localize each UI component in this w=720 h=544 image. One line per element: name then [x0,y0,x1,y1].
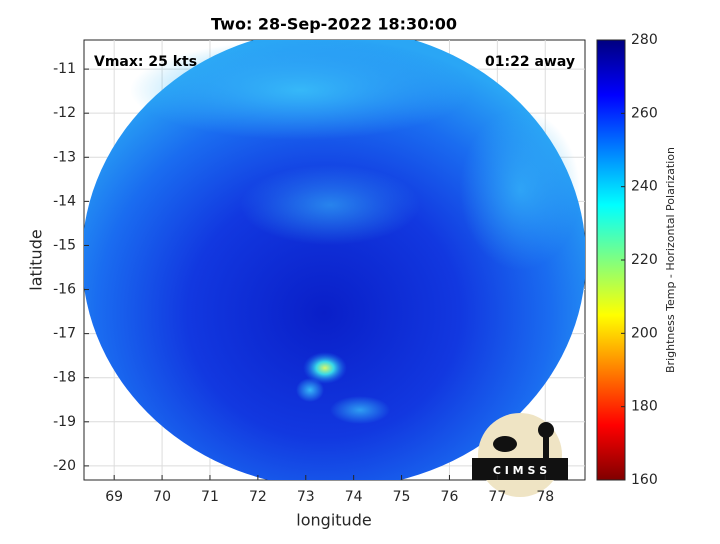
y-tick-label: -17 [53,326,76,342]
y-axis-label: latitude [27,229,46,290]
colorbar-tick-label: 260 [631,105,658,121]
y-tick-label: -16 [53,282,76,298]
logo-text: C I M S S [493,464,547,477]
cimss-logo: C I M S S [472,413,568,497]
x-tick-label: 77 [488,489,506,505]
y-tick-label: -14 [53,193,76,209]
colorbar-tick-label: 220 [631,252,658,268]
x-axis-label: longitude [296,511,371,530]
y-tick-label: -18 [53,370,76,386]
colorbar-label: Brightness Temp - Horizontal Polarizatio… [664,147,677,373]
x-tick-label: 72 [249,489,267,505]
y-tick-label: -19 [53,414,76,430]
x-tick-label: 74 [345,489,363,505]
y-tick-label: -13 [53,149,76,165]
y-tick-label: -11 [53,61,76,77]
x-tick-label: 73 [297,489,315,505]
x-tick-label: 70 [153,489,171,505]
chart-title: Two: 28-Sep-2022 18:30:00 [211,15,457,34]
colorbar-tick-label: 200 [631,325,658,341]
colorbar-tick-label: 160 [631,472,658,488]
colorbar-tick-label: 280 [631,32,658,48]
x-tick-label: 76 [441,489,459,505]
annotation: 01:22 away [485,54,575,70]
annotation: Vmax: 25 kts [94,54,197,70]
y-tick-label: -12 [53,105,76,121]
x-tick-label: 69 [105,489,123,505]
colorbar-tick-label: 240 [631,179,658,195]
x-tick-label: 75 [393,489,411,505]
y-tick-label: -15 [53,237,76,253]
colorbar-tick-label: 180 [631,399,658,415]
x-tick-label: 78 [536,489,554,505]
satellite-image [84,40,585,480]
x-tick-label: 71 [201,489,219,505]
colorbar [596,39,626,481]
y-tick-label: -20 [53,458,76,474]
